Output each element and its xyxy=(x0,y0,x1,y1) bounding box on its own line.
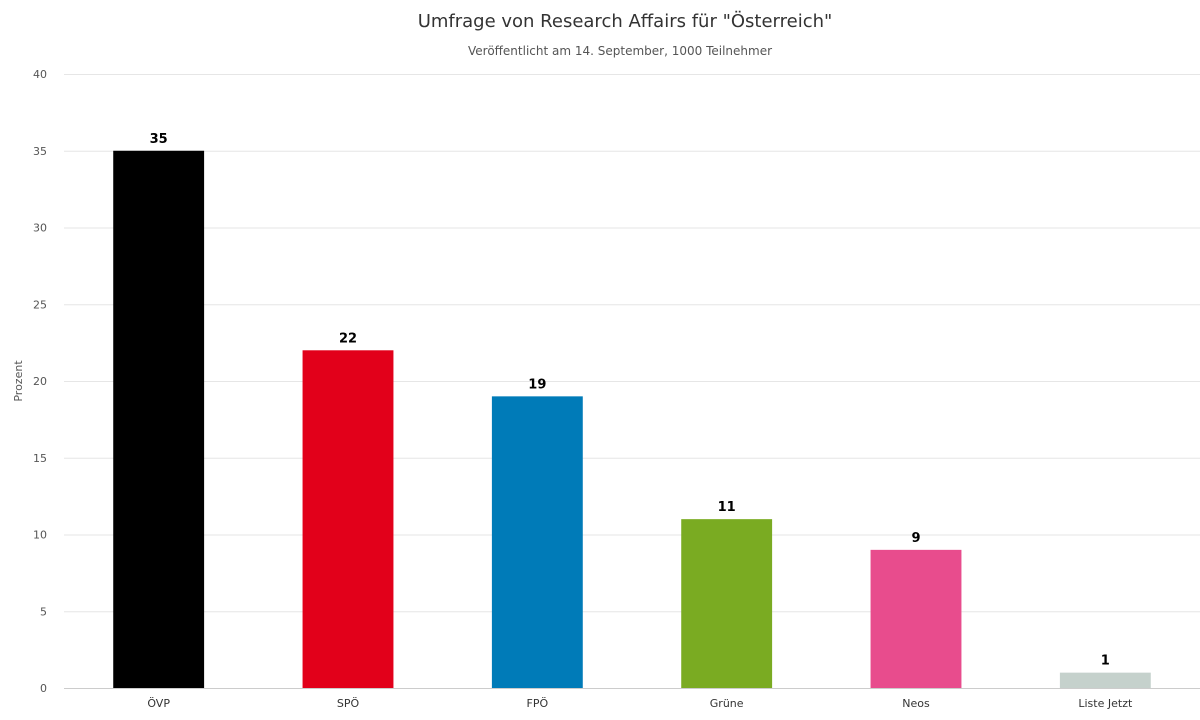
data-label: 19 xyxy=(528,377,546,392)
y-axis-ticks: 0 5 10 15 20 25 30 35 40 xyxy=(33,68,47,695)
bars xyxy=(113,150,1151,688)
x-tick-label: ÖVP xyxy=(147,697,170,710)
chart-title: Umfrage von Research Affairs für "Österr… xyxy=(418,10,833,32)
data-label: 11 xyxy=(718,500,736,515)
y-tick-label: 25 xyxy=(33,298,47,311)
x-axis-categories: ÖVP SPÖ FPÖ Grüne Neos Liste Jetzt xyxy=(147,697,1133,710)
data-label: 9 xyxy=(911,531,920,546)
gridlines xyxy=(64,74,1200,689)
y-tick-label: 5 xyxy=(40,605,47,618)
x-tick-label: SPÖ xyxy=(337,697,360,710)
bar[interactable] xyxy=(870,549,962,688)
data-label: 22 xyxy=(339,331,357,346)
bar[interactable] xyxy=(113,150,205,688)
x-tick-label: Liste Jetzt xyxy=(1078,697,1133,710)
y-axis-label: Prozent xyxy=(12,360,25,402)
y-tick-label: 15 xyxy=(33,452,47,465)
chart-subtitle: Veröffentlicht am 14. September, 1000 Te… xyxy=(468,44,772,58)
x-tick-label: FPÖ xyxy=(527,697,549,710)
y-tick-label: 0 xyxy=(40,682,47,695)
y-tick-label: 35 xyxy=(33,145,47,158)
y-tick-label: 20 xyxy=(33,375,47,388)
x-tick-label: Neos xyxy=(902,697,930,710)
bar[interactable] xyxy=(302,350,394,688)
x-tick-label: Grüne xyxy=(710,697,744,710)
bar[interactable] xyxy=(681,519,773,688)
data-label: 1 xyxy=(1101,654,1110,669)
bar[interactable] xyxy=(1059,672,1151,688)
y-tick-label: 30 xyxy=(33,222,47,235)
y-tick-label: 10 xyxy=(33,529,47,542)
data-label: 35 xyxy=(150,132,168,147)
data-labels: 35 22 19 11 9 1 xyxy=(150,132,1110,669)
bar[interactable] xyxy=(491,396,583,688)
y-tick-label: 40 xyxy=(33,68,47,81)
